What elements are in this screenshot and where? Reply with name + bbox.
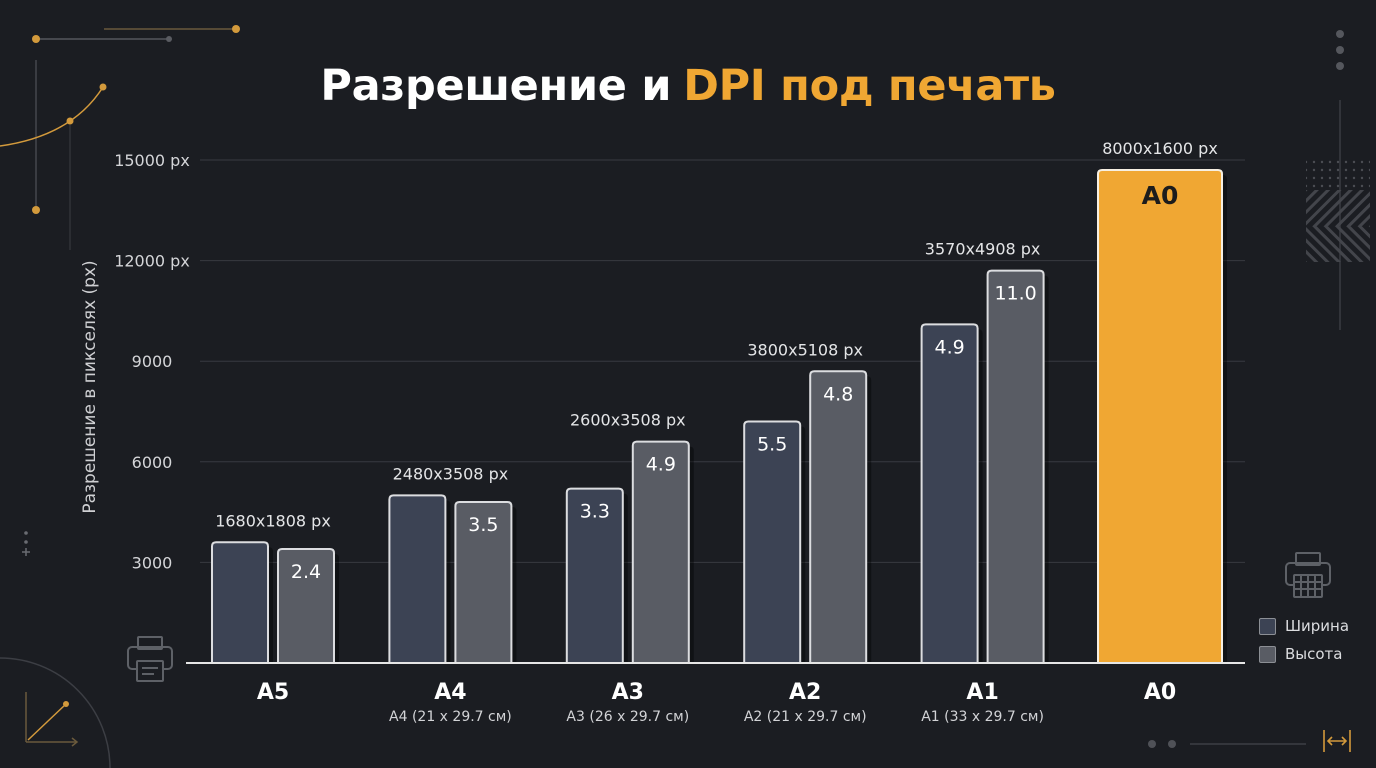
bar-label-height-a5: 2.4 [291, 561, 321, 583]
category-label-a1: A1 [966, 680, 998, 705]
category-label-a3: A3 [612, 680, 644, 705]
legend-swatch-height [1259, 645, 1276, 663]
decor-dots-top-right [1336, 30, 1344, 70]
title-main: Разрешение и [320, 61, 672, 111]
group-label-a3: 2600x3508 px [570, 411, 686, 430]
printer-icon [1285, 552, 1331, 598]
chart-title: Разрешение и DPI под печать [0, 60, 1376, 112]
group-label-a0: 8000x1600 px [1102, 139, 1218, 158]
category-sublabel-a2: A2 (21 x 29.7 см) [744, 709, 867, 725]
legend-item-height: Высота [1259, 644, 1349, 664]
category-label-a2: A2 [789, 680, 821, 705]
category-label-a5: A5 [257, 680, 289, 705]
bar-label-height-a2: 4.8 [823, 383, 853, 405]
legend-label-height: Высота [1285, 645, 1343, 663]
group-label-a4: 2480x3508 px [393, 464, 509, 483]
legend-swatch-width [1259, 617, 1276, 635]
y-tick-label-6000: 6000 [132, 453, 173, 472]
bar-width-a4 [388, 494, 447, 664]
legend: Ширина Высота [1259, 616, 1349, 672]
bar-label-highlight-a0: A0 [1142, 181, 1179, 210]
y-tick-label-9000: 9000 [132, 352, 173, 371]
bar-label-width-a1: 4.9 [934, 336, 964, 358]
legend-label-width: Ширина [1285, 617, 1350, 635]
group-label-a2: 3800x5108 px [747, 340, 863, 359]
bar-height-a3 [631, 440, 690, 664]
y-tick-label-12000: 12000 px [114, 252, 190, 271]
bar-label-height-a4: 3.5 [468, 514, 498, 536]
y-tick-label-3000: 3000 [132, 553, 173, 572]
bar-width-a3 [565, 487, 624, 664]
bar-width-a5 [211, 541, 269, 664]
bar-height-a5 [277, 547, 335, 664]
category-sublabel-a4: A4 (21 x 29.7 см) [389, 709, 512, 725]
bar-label-height-a3: 4.9 [646, 454, 676, 476]
decor-lines-bottom-right [1148, 740, 1306, 748]
gridlines [200, 159, 1245, 563]
decor-lines-top-left [0, 25, 240, 250]
bar-labels: 2.4 1680x1808 px 3.5 2480x3508 px 3.3 4.9 2600… [215, 139, 1218, 583]
group-label-a1: 3570x4908 px [925, 240, 1041, 259]
bar-label-height-a1: 11.0 [994, 283, 1036, 305]
decor-pattern-right [1306, 100, 1370, 330]
legend-item-width: Ширина [1259, 616, 1349, 636]
group-label-a5: 1680x1808 px [215, 511, 331, 530]
width-arrow-icon [1323, 730, 1351, 752]
bar-width-a1 [920, 323, 979, 664]
category-label-a4: A4 [434, 680, 466, 705]
bar-height-a1 [986, 269, 1045, 664]
bar-label-width-a2: 5.5 [757, 434, 787, 456]
bars [211, 169, 1227, 664]
printer-icon [127, 636, 173, 682]
decor-lines-bottom-left [0, 531, 111, 768]
bar-height-a2 [809, 370, 868, 664]
category-sublabel-a1: A1 (33 x 29.7 см) [921, 709, 1044, 725]
title-accent: DPI под печать [683, 61, 1056, 111]
category-sublabel-a3: A3 (26 x 29.7 см) [566, 709, 689, 725]
bar-highlight-a0 [1097, 169, 1223, 664]
bar-height-a4 [454, 501, 513, 664]
category-label-a0: A0 [1144, 680, 1176, 705]
y-axis-label: Разрешение в пикселях (px) [80, 260, 100, 513]
bar-label-width-a3: 3.3 [580, 501, 610, 523]
y-tick-label-15000: 15000 px [114, 151, 190, 170]
bar-width-a2 [743, 420, 802, 664]
axes: 3000 6000 9000 12000 px 15000 px A5 A4 A4 (21 x… [114, 151, 1245, 725]
